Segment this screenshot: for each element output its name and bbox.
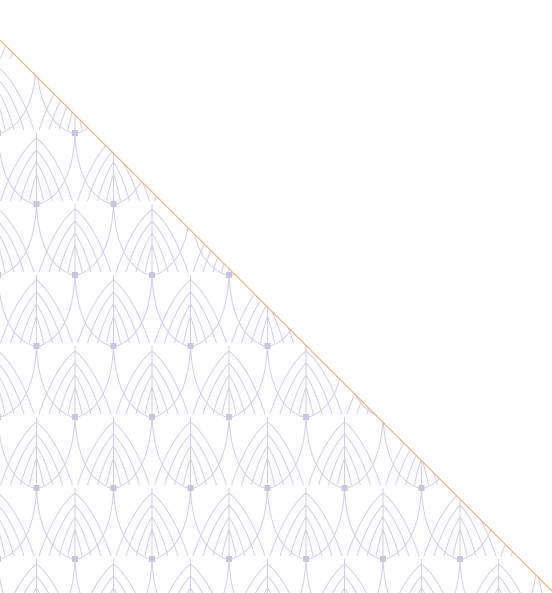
diagonal-edge bbox=[0, 39, 552, 592]
